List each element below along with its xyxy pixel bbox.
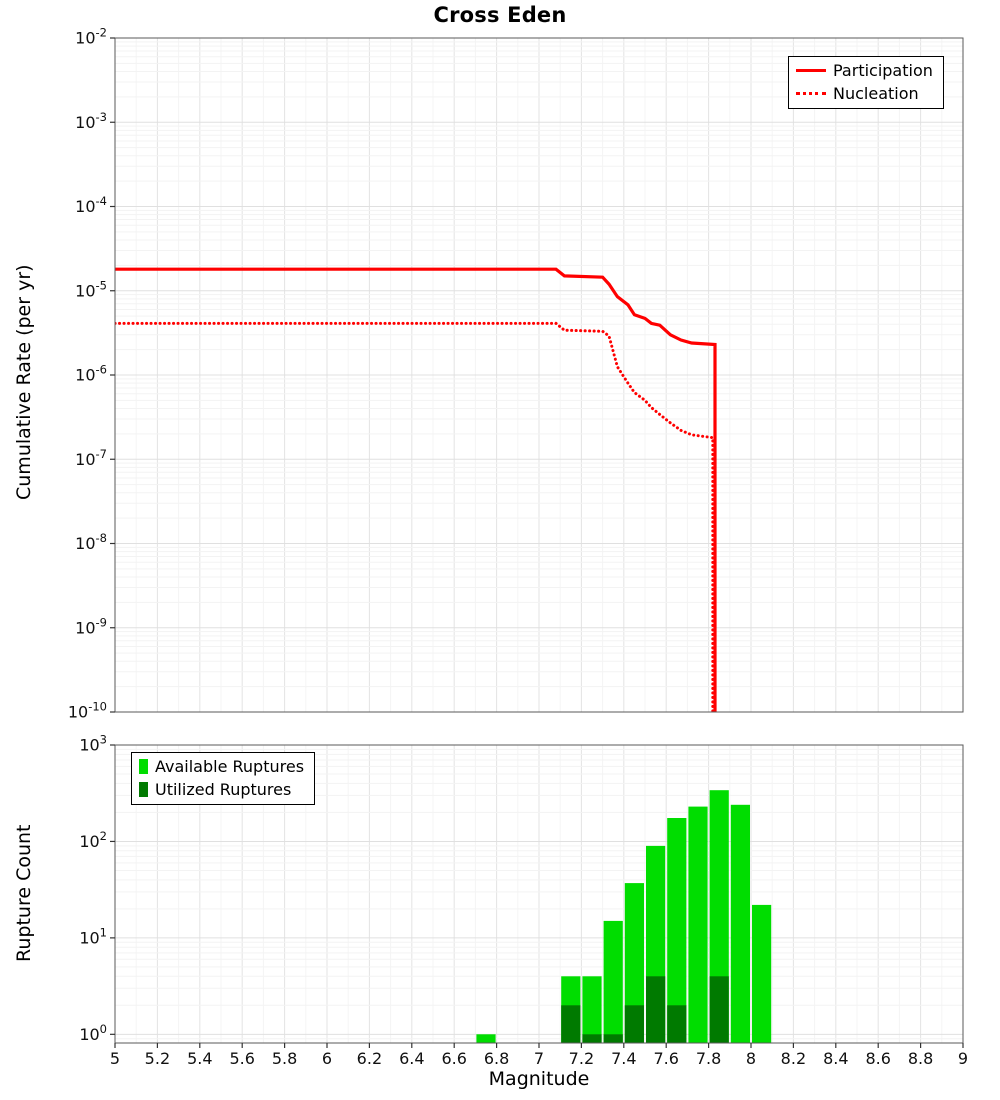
x-tick-label: 6.6: [441, 1049, 466, 1068]
participation-line-swatch: [796, 69, 826, 73]
y-tick-label: 10-8: [75, 531, 107, 553]
utilized-ruptures-swatch: [139, 781, 148, 797]
utilized-ruptures-series: [561, 976, 729, 1043]
utilized-ruptures-bar: [667, 1005, 687, 1043]
utilized-ruptures-bar: [646, 976, 666, 1043]
grid: [114, 37, 964, 713]
y-tick-label: 10-2: [75, 26, 107, 48]
nucleation-line-swatch: [796, 91, 826, 95]
y-tick-label: 10-3: [75, 110, 107, 132]
available-ruptures-swatch: [139, 759, 148, 775]
chart-title: Cross Eden: [433, 3, 567, 27]
x-tick-label: 5: [110, 1049, 120, 1068]
nucleation-legend-label: Nucleation: [833, 83, 919, 103]
magnitude-axis-label: Magnitude: [488, 1068, 590, 1090]
y-tick-label: 10-6: [75, 363, 107, 385]
available-ruptures-bar: [730, 804, 750, 1043]
count-axis-label: Rupture Count: [13, 824, 35, 963]
x-tick-label: 8.6: [865, 1049, 890, 1068]
utilized-ruptures-bar: [709, 976, 729, 1043]
available-ruptures-bar: [752, 904, 772, 1043]
x-tick-label: 5.6: [229, 1049, 254, 1068]
available-ruptures-bar: [603, 920, 623, 1043]
count-legend: Available Ruptures Utilized Ruptures: [131, 752, 316, 806]
x-tick-label: 7.8: [696, 1049, 721, 1068]
x-tick-label: 8.8: [908, 1049, 933, 1068]
available-ruptures-bar: [582, 976, 602, 1043]
utilized-ruptures-bar: [624, 1005, 644, 1043]
rate-chart: 10-2 10-3 10-4 10-5 10-6 10-7 10-8 10-9 10-10: [68, 26, 964, 722]
rate-axis-label: Cumulative Rate (per yr): [13, 264, 35, 500]
count-chart-content: [476, 790, 772, 1043]
x-tick-label: 6.2: [357, 1049, 382, 1068]
utilized-ruptures-bar: [561, 1005, 581, 1043]
rate-chart-content: [115, 267, 717, 712]
x-tick-label: 6.4: [399, 1049, 424, 1068]
available-ruptures-bar: [476, 1034, 496, 1043]
y-tick-label: 100: [79, 1022, 107, 1044]
utilized-legend-label: Utilized Ruptures: [155, 779, 292, 799]
x-tick-label: 6: [322, 1049, 332, 1068]
y-tick-label: 10-10: [68, 700, 107, 722]
available-ruptures-bar: [624, 883, 644, 1043]
available-ruptures-bar: [688, 806, 708, 1043]
legend-row-available: Available Ruptures: [139, 758, 304, 776]
participation-line: [115, 267, 717, 712]
legend-row-participation: Participation: [796, 62, 933, 80]
available-ruptures-bar: [667, 818, 687, 1043]
y-tick-label: 10-5: [75, 278, 107, 300]
axis-ticks: 10-2 10-3 10-4 10-5 10-6 10-7 10-8 10-9 10-10: [68, 26, 115, 722]
legend-row-utilized: Utilized Ruptures: [139, 779, 304, 799]
y-tick-label: 10-9: [75, 615, 107, 637]
x-tick-label: 7.6: [653, 1049, 678, 1068]
y-tick-label: 10-4: [75, 194, 107, 216]
utilized-ruptures-bar: [603, 1034, 623, 1043]
x-tick-label: 8.2: [781, 1049, 806, 1068]
legend-row-nucleation: Nucleation: [796, 83, 933, 103]
x-tick-label: 8: [746, 1049, 756, 1068]
x-tick-label: 7.4: [611, 1049, 636, 1068]
x-tick-label: 5.2: [145, 1049, 170, 1068]
x-tick-label: 5.8: [272, 1049, 297, 1068]
x-tick-label: 5.4: [187, 1049, 212, 1068]
x-tick-label: 9: [958, 1049, 968, 1068]
axis-ticks: 100 101 102 103 5 5.2 5.4 5.6 5.8 6 6.2 6.4 6.6 6.8 7 7…: [79, 733, 968, 1069]
x-tick-label: 7: [534, 1049, 544, 1068]
available-legend-label: Available Ruptures: [155, 757, 305, 776]
utilized-ruptures-bar: [582, 1034, 602, 1043]
y-tick-label: 102: [79, 829, 107, 851]
x-tick-label: 8.4: [823, 1049, 848, 1068]
y-tick-label: 101: [79, 925, 107, 947]
nucleation-line: [115, 321, 715, 712]
y-tick-label: 10-7: [75, 447, 107, 469]
count-chart: 100 101 102 103 5 5.2 5.4 5.6 5.8 6 6.2 6.4 6.6 6.8 7 7…: [79, 733, 968, 1069]
x-tick-label: 7.2: [569, 1049, 594, 1068]
rate-legend: Participation Nucleation: [788, 56, 944, 110]
x-tick-label: 6.8: [484, 1049, 509, 1068]
participation-legend-label: Participation: [833, 61, 933, 80]
y-tick-label: 103: [79, 733, 107, 755]
